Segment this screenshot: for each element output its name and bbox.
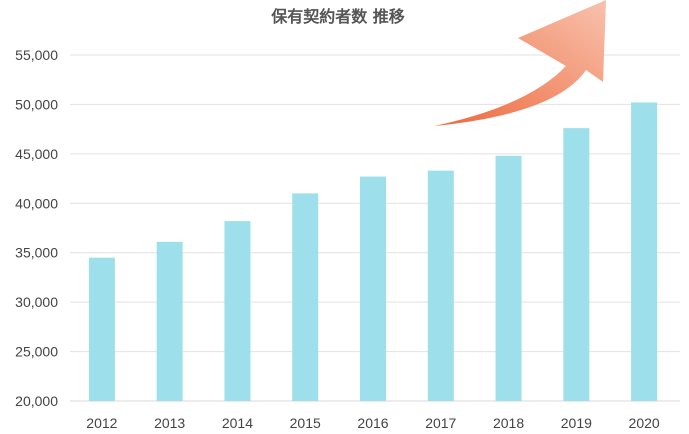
x-tick-label: 2014 — [222, 415, 253, 431]
y-tick-label: 40,000 — [15, 195, 58, 211]
x-tick-label: 2012 — [86, 415, 117, 431]
y-tick-label: 55,000 — [15, 47, 58, 63]
bar-2020 — [631, 102, 658, 402]
y-tick-label: 45,000 — [15, 146, 58, 162]
trend-arrow-icon — [434, 0, 606, 126]
x-axis: 2012 2013 2014 2015 2016 2017 2018 2019 2020 — [86, 415, 660, 431]
y-tick-label: 35,000 — [15, 245, 58, 261]
bar-2013 — [156, 241, 183, 401]
bar-2018 — [495, 155, 522, 401]
y-tick-label: 20,000 — [15, 393, 58, 409]
y-axis: 20,000 25,000 30,000 35,000 40,000 45,000 50,0… — [15, 47, 58, 409]
x-tick-label: 2019 — [561, 415, 592, 431]
y-tick-label: 25,000 — [15, 344, 58, 360]
bar-2015 — [292, 193, 319, 401]
x-tick-label: 2016 — [357, 415, 388, 431]
bar-2016 — [360, 176, 386, 401]
x-tick-label: 2020 — [629, 415, 660, 431]
x-tick-label: 2018 — [493, 415, 524, 431]
x-tick-label: 2017 — [425, 415, 456, 431]
bar-2012 — [88, 257, 115, 401]
y-tick-label: 30,000 — [15, 294, 58, 310]
bars-layer — [88, 102, 658, 402]
x-tick-label: 2015 — [290, 415, 321, 431]
chart-title: 保有契約者数 推移 — [270, 7, 405, 26]
bar-2019 — [563, 128, 590, 401]
x-tick-label: 2013 — [154, 415, 185, 431]
y-tick-label: 50,000 — [15, 96, 58, 112]
bar-2014 — [224, 221, 251, 401]
bar-2017 — [427, 170, 454, 401]
